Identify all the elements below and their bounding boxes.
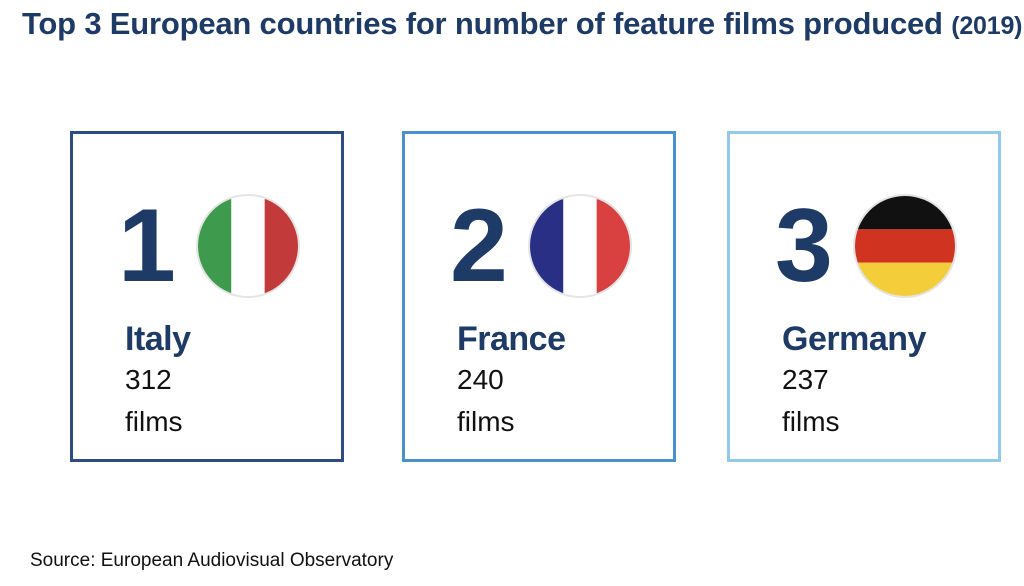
- film-unit: films: [457, 406, 515, 437]
- title-main: Top 3 European countries for number of f…: [22, 6, 943, 41]
- film-unit: films: [782, 406, 840, 437]
- country-name: Italy: [125, 320, 191, 358]
- source-note: Source: European Audiovisual Observatory: [30, 550, 394, 571]
- rank-number: 3: [775, 188, 833, 304]
- country-name: Germany: [782, 320, 926, 358]
- rank-card-2: 2 France 240 films: [402, 131, 676, 462]
- rank-number: 2: [450, 188, 508, 304]
- page-title: Top 3 European countries for number of f…: [22, 6, 1022, 42]
- france-flag-icon: [528, 194, 632, 298]
- title-year: (2019): [951, 12, 1023, 40]
- rank-card-3: 3 Germany 237 films: [727, 131, 1001, 462]
- film-count: 237: [782, 364, 829, 395]
- italy-flag-icon: [196, 194, 300, 298]
- country-name: France: [457, 320, 566, 358]
- film-count: 312: [125, 364, 172, 395]
- film-count: 240: [457, 364, 504, 395]
- rank-number: 1: [118, 188, 176, 304]
- film-unit: films: [125, 406, 183, 437]
- rank-card-1: 1 Italy 312 films: [70, 131, 344, 462]
- germany-flag-icon: [853, 194, 957, 298]
